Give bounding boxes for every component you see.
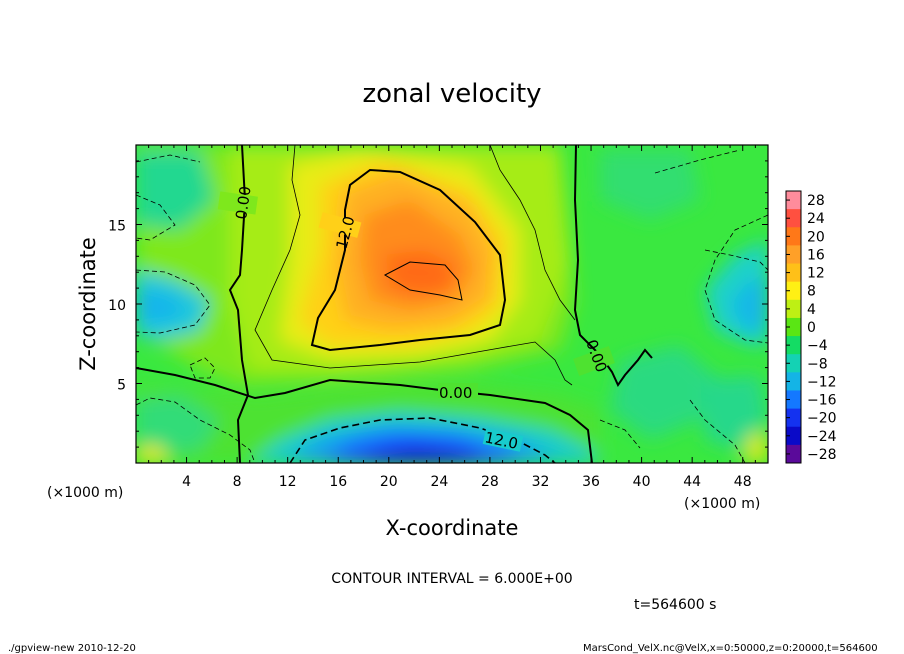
x-tick-label: 20 [380, 474, 398, 490]
colorbar-segment [786, 263, 801, 283]
colorbar-label: 24 [807, 211, 825, 227]
x-axis-label: X-coordinate [386, 516, 519, 540]
footer-left: ./gpview-new 2010-12-20 [8, 643, 136, 654]
x-tick-label: 44 [683, 474, 701, 490]
plot-area [136, 145, 768, 463]
colorbar-segment [786, 336, 801, 355]
x-tick-label: 24 [430, 474, 448, 490]
colorbar-segment [786, 408, 801, 428]
contour-label: 0.00 [439, 384, 472, 402]
footer-right: MarsCond_VelX.nc@VelX,x=0:50000,z=0:2000… [583, 643, 878, 654]
colorbar-label: −4 [807, 338, 828, 354]
x-tick-label: 36 [582, 474, 600, 490]
colorbar-label: 12 [807, 266, 825, 282]
y-tick-label: 10 [108, 298, 126, 314]
colorbar-segment [786, 299, 801, 319]
colorbar-segment [786, 191, 801, 210]
colorbar-label: −16 [807, 393, 837, 409]
colorbar-segment [786, 227, 801, 246]
x-axis: 4 8 12 16 20 24 28 32 36 40 44 48 [148, 145, 756, 490]
colorbar-segment [786, 354, 801, 373]
colorbar-label: 4 [807, 302, 816, 318]
y-tick-label: 5 [117, 378, 126, 394]
time-text: t=564600 s [634, 597, 716, 613]
colorbar-label: −20 [807, 411, 837, 427]
contour-interval-text: CONTOUR INTERVAL = 6.000E+00 [331, 571, 572, 587]
x-unit-left: (×1000 m) [47, 485, 123, 501]
x-tick-label: 8 [233, 474, 242, 490]
chart-title: zonal velocity [362, 79, 541, 109]
x-tick-label: 12 [279, 474, 297, 490]
x-tick-label: 4 [182, 474, 191, 490]
x-tick-label: 16 [329, 474, 347, 490]
colorbar-segment [786, 444, 801, 464]
field-shading [136, 145, 768, 463]
x-tick-label: 40 [633, 474, 651, 490]
colorbar-segment [786, 281, 801, 301]
colorbar-segment [786, 390, 801, 410]
x-unit-right: (×1000 m) [684, 496, 760, 512]
colorbar-label: −28 [807, 447, 837, 463]
colorbar-label: 20 [807, 229, 825, 245]
colorbar-segment [786, 245, 801, 265]
contour-minus6 [136, 149, 768, 463]
contour-plus6 [254, 145, 576, 386]
colorbar-label: −24 [807, 429, 837, 445]
colorbar-segment [786, 209, 801, 228]
contour-label: 0.00 [232, 185, 254, 221]
x-tick-label: 28 [481, 474, 499, 490]
y-axis: 5 10 15 [108, 160, 768, 448]
x-tick-label: 48 [734, 474, 752, 490]
colorbar: 28 24 20 16 12 8 4 0 −4 −8 −12 −16 −20 −24 −28 [785, 190, 837, 464]
colorbar-label: −12 [807, 374, 837, 390]
contour-minus12 [289, 417, 556, 463]
colorbar-label: 28 [807, 193, 825, 209]
contour-plus12 [310, 168, 507, 352]
colorbar-label: −8 [807, 356, 828, 372]
colorbar-segment [786, 426, 801, 446]
colorbar-segment [786, 317, 801, 337]
colorbar-segment [786, 372, 801, 391]
colorbar-label: 0 [807, 320, 816, 336]
colorbar-label: 16 [807, 247, 825, 263]
y-tick-label: 15 [108, 219, 126, 235]
contour-plus18 [383, 261, 463, 301]
colorbar-label: 8 [807, 284, 816, 300]
x-tick-label: 32 [532, 474, 550, 490]
y-axis-label: Z-coordinate [76, 237, 100, 371]
